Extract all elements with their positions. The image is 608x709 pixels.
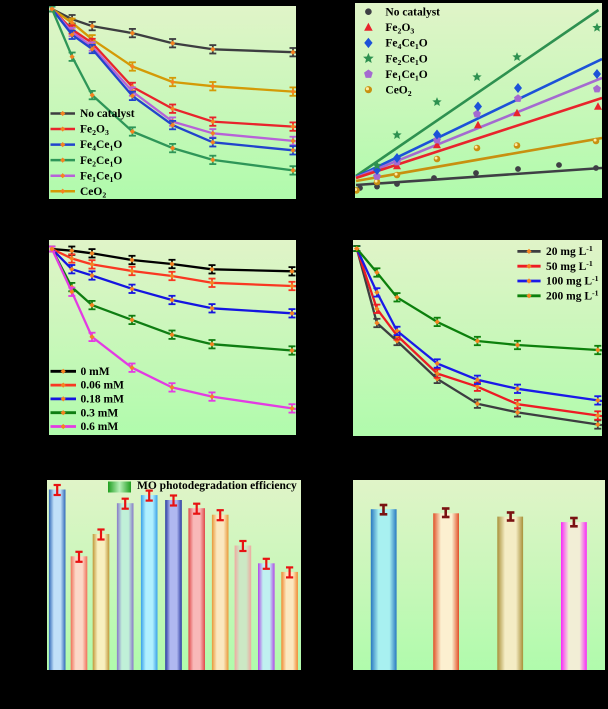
svg-text:20 mg L-1: 20 mg L-1 xyxy=(546,244,593,258)
svg-text:Fe1Ce1O: Fe1Ce1O xyxy=(385,69,427,83)
svg-text:200 mg L-1: 200 mg L-1 xyxy=(546,289,599,303)
svg-text:No catalyst: No catalyst xyxy=(385,7,440,19)
svg-text:0.3 mM: 0.3 mM xyxy=(81,407,119,419)
svg-text:Fe2O3: Fe2O3 xyxy=(385,22,414,35)
svg-text:50 mg L-1: 50 mg L-1 xyxy=(546,259,593,273)
svg-text:0.18 mM: 0.18 mM xyxy=(81,394,125,406)
svg-text:Fe1Ce1O: Fe1Ce1O xyxy=(80,170,122,184)
svg-text:0 mM: 0 mM xyxy=(81,366,110,378)
svg-text:Fe2Ce1O: Fe2Ce1O xyxy=(385,53,427,67)
svg-text:0.06 mM: 0.06 mM xyxy=(81,380,125,392)
svg-text:CeO2: CeO2 xyxy=(385,85,411,99)
svg-text:Fe2O3: Fe2O3 xyxy=(80,124,109,137)
svg-text:Fe4Ce1O: Fe4Ce1O xyxy=(385,38,427,52)
svg-text:CeO2: CeO2 xyxy=(80,186,106,199)
svg-text:MO photodegradation efficiency: MO photodegradation efficiency xyxy=(137,480,297,492)
svg-text:100 mg L-1: 100 mg L-1 xyxy=(546,274,599,288)
svg-text:Fe4Ce1O: Fe4Ce1O xyxy=(80,139,122,153)
svg-text:Fe2Ce1O: Fe2Ce1O xyxy=(80,155,122,169)
svg-text:0.6 mM: 0.6 mM xyxy=(81,421,119,433)
svg-text:No catalyst: No catalyst xyxy=(80,108,135,120)
